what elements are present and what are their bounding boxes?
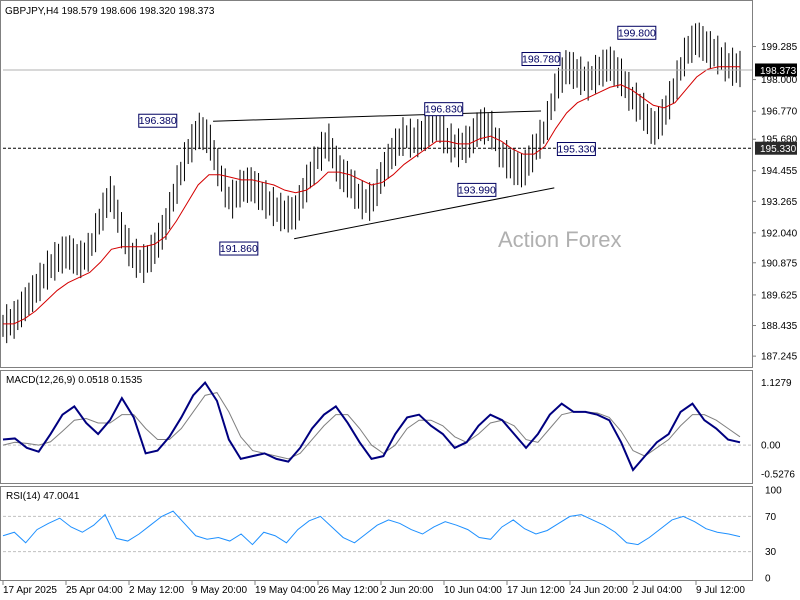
time-tick-label: 2 Jun 20:00: [381, 585, 434, 596]
support-price-badge: [755, 141, 797, 155]
time-tick-label: 25 Apr 04:00: [66, 585, 123, 596]
annotation-box: [556, 142, 596, 157]
annotation-box: [219, 241, 259, 256]
rsi-tick-label: 100: [765, 486, 782, 497]
rsi-tick-label: 30: [765, 547, 777, 558]
time-tick-label: 17 Apr 2025: [3, 585, 57, 596]
annotation-value: 196.380: [139, 115, 177, 127]
price-tick-label: 193.265: [761, 197, 798, 208]
price-panel-frame: [0, 0, 753, 368]
price-tick-label: 192.040: [761, 228, 798, 239]
price-panel-title: GBPJPY,H4 198.579 198.606 198.320 198.37…: [5, 6, 215, 17]
price-tick-label: 189.625: [761, 290, 798, 301]
time-tick-label: 26 May 12:00: [318, 585, 379, 596]
price-annotation-label: 193.990: [457, 182, 497, 197]
price-tick-label: 187.245: [761, 352, 798, 363]
rsi-tick-label: 70: [765, 512, 777, 523]
price-annotation-label: 191.860: [219, 241, 259, 256]
price-annotation-label: 196.830: [424, 102, 464, 117]
annotation-value: 196.830: [425, 104, 463, 116]
time-tick-label: 19 May 04:00: [255, 585, 316, 596]
price-tick-label: 199.285: [761, 42, 798, 53]
time-tick-label: 2 May 12:00: [129, 585, 184, 596]
price-tick-label: 188.435: [761, 321, 798, 332]
price-annotation-label: 199.800: [617, 25, 657, 40]
support-price-badge-text: 195.330: [760, 144, 797, 155]
annotation-value: 199.800: [618, 27, 656, 39]
annotation-box: [521, 52, 561, 67]
macd-tick-label: -0.5276: [761, 470, 795, 481]
lower-trendline: [294, 187, 555, 240]
price-series-layer: 199.800 198.780 196.830 196.380 195.330 193.9…: [2, 22, 752, 344]
time-tick-label: 9 May 20:00: [192, 585, 247, 596]
annotation-value: 198.780: [522, 54, 560, 66]
annotation-box: [457, 182, 497, 197]
watermark: Action Forex: [498, 227, 622, 252]
rsi-panel-title: RSI(14) 47.0041: [6, 491, 80, 502]
macd-tick-label: 0.00: [761, 441, 781, 452]
price-annotation-label: 196.380: [138, 113, 178, 128]
macd-main-line: [2, 381, 741, 472]
time-tick-label: 24 Jun 20:00: [570, 585, 628, 596]
annotation-box: [138, 113, 178, 128]
annotation-box: [617, 25, 657, 40]
price-tick-label: 190.875: [761, 258, 798, 269]
current-price-badge: [755, 63, 797, 77]
price-annotation-label: 195.330: [556, 142, 596, 157]
macd-series-layer: [2, 381, 752, 472]
axis-labels-layer: 199.285 198.000 196.770 195.680 194.455 193.2…: [2, 42, 798, 596]
annotation-box: [424, 102, 464, 117]
rsi-series-layer: [2, 510, 752, 553]
rsi-line: [2, 510, 741, 546]
annotation-value: 195.330: [557, 144, 595, 156]
price-annotation-label: 198.780: [521, 52, 561, 67]
annotation-value: 191.860: [220, 243, 258, 255]
time-tick-label: 9 Jul 12:00: [696, 585, 745, 596]
price-tick-label: 195.680: [761, 135, 798, 146]
annotation-value: 193.990: [458, 184, 496, 196]
macd-panel-frame: [0, 370, 753, 484]
moving-average-line: [3, 66, 740, 325]
macd-signal-line: [2, 392, 741, 460]
price-tick-label: 196.770: [761, 107, 798, 118]
price-tick-label: 198.000: [761, 75, 798, 86]
rsi-tick-label: 0: [765, 574, 771, 585]
time-tick-label: 17 Jun 12:00: [507, 585, 565, 596]
upper-trendline: [213, 110, 542, 122]
time-tick-label: 10 Jun 04:00: [444, 585, 502, 596]
price-tick-label: 194.455: [761, 166, 798, 177]
time-tick-label: 2 Jul 04:00: [633, 585, 682, 596]
current-price-badge-text: 198.373: [760, 66, 797, 77]
macd-tick-label: 1.1279: [761, 378, 792, 389]
macd-panel-title: MACD(12,26,9) 0.0518 0.1535: [6, 375, 143, 386]
rsi-panel-frame: [0, 486, 753, 581]
